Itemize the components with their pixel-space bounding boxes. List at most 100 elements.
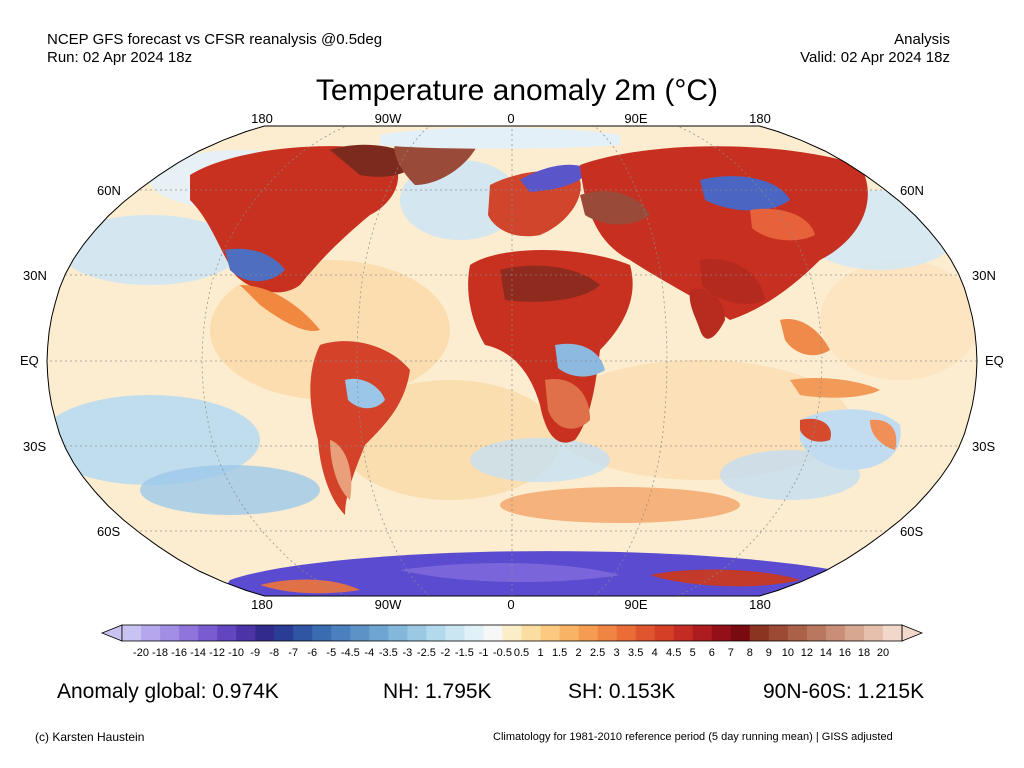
colorbar-tick-label: -2.5	[416, 647, 436, 659]
colorbar-swatch	[350, 625, 370, 641]
colorbar-tick-label: 7	[727, 647, 734, 659]
colorbar-tick-label: -10	[228, 647, 245, 659]
colorbar-swatch	[711, 625, 732, 641]
lat-label-left-30s: 30S	[23, 439, 47, 454]
colorbar-swatch	[255, 625, 275, 641]
colorbar-tick-label: 2.5	[589, 647, 606, 659]
colorbar-swatch	[274, 625, 294, 641]
colorbar-swatch	[654, 625, 674, 641]
colorbar-tick-label: -2	[440, 647, 451, 659]
lat-label-right-60n: 60N	[900, 183, 924, 198]
colorbar-tick-label: 3	[613, 647, 620, 659]
anomaly-sh: SH: 0.153K	[568, 680, 676, 703]
colorbar-tick-label: 4	[651, 647, 658, 659]
colorbar-swatch	[407, 625, 427, 641]
lat-label-right-eq: EQ	[985, 353, 1004, 368]
colorbar-swatch	[483, 625, 503, 641]
colorbar-tick-label: -4	[364, 647, 375, 659]
colorbar-swatch	[445, 625, 465, 641]
analysis-label: Analysis	[894, 31, 950, 48]
colorbar-max-arrow	[901, 624, 924, 642]
colorbar-tick-label: -14	[190, 647, 207, 659]
colorbar-tick-label: 6	[708, 647, 715, 659]
climatology-note: Climatology for 1981-2010 reference peri…	[493, 731, 893, 743]
colorbar-swatch	[673, 625, 694, 641]
colorbar-tick-label: -3.5	[378, 647, 398, 659]
lon-label-bottom-0: 0	[507, 597, 515, 612]
colorbar-tick-label: 20	[876, 647, 890, 659]
lat-label-right-30s: 30S	[972, 439, 996, 454]
colorbar-tick-label: -12	[209, 647, 226, 659]
colorbar-swatch	[141, 625, 161, 641]
colorbar-swatch	[521, 625, 541, 641]
lat-label-left-60s: 60S	[97, 524, 121, 539]
lat-label-left-eq: EQ	[20, 353, 39, 368]
colorbar-swatch	[749, 625, 770, 641]
lon-label-bottom-180e: 180	[749, 597, 771, 612]
map-field	[47, 126, 977, 596]
colorbar-swatch	[179, 625, 199, 641]
anomaly-global: Anomaly global: 0.974K	[57, 680, 279, 703]
colorbar-tick-label: 14	[819, 647, 833, 659]
lat-label-right-60s: 60S	[900, 524, 924, 539]
lon-label-top-180e: 180	[749, 111, 771, 126]
colorbar-tick-label: -3	[402, 647, 413, 659]
copyright: (c) Karsten Haustein	[35, 730, 145, 744]
colorbar-swatch	[806, 625, 827, 641]
run-time: Run: 02 Apr 2024 18z	[47, 49, 193, 66]
colorbar-tick-label: -4.5	[340, 647, 360, 659]
lon-label-bottom-180w: 180	[251, 597, 273, 612]
colorbar-swatch	[578, 625, 598, 641]
colorbar-tick-label: -6	[307, 647, 318, 659]
colorbar-swatch	[369, 625, 389, 641]
colorbar-swatch	[825, 625, 846, 641]
colorbar-swatch	[616, 625, 636, 641]
lon-label-top-90w: 90W	[374, 111, 402, 126]
colorbar-swatch	[293, 625, 313, 641]
lon-label-top-0: 0	[507, 111, 515, 126]
colorbar-tick-label: -7	[288, 647, 299, 659]
anomaly-map	[46, 125, 978, 597]
colorbar-tick-label: -8	[269, 647, 280, 659]
colorbar-min-arrow	[100, 624, 123, 642]
colorbar-swatch	[787, 625, 808, 641]
colorbar-swatch	[331, 625, 351, 641]
lon-label-bottom-90e: 90E	[624, 597, 648, 612]
lon-label-top-90e: 90E	[624, 111, 648, 126]
colorbar-swatch	[160, 625, 180, 641]
colorbar-swatch	[426, 625, 446, 641]
colorbar-tick-label: -5	[326, 647, 337, 659]
colorbar-tick-label: -1.5	[454, 647, 474, 659]
colorbar-tick-label: -18	[152, 647, 168, 659]
colorbar-swatch	[635, 625, 655, 641]
colorbar-swatch	[236, 625, 256, 641]
lon-label-top-180w: 180	[251, 111, 273, 126]
colorbar-tick-label: 8	[746, 647, 753, 659]
colorbar-swatch	[312, 625, 332, 641]
colorbar-tick-label: 2	[575, 647, 582, 659]
colorbar-swatch	[388, 625, 408, 641]
colorbar-tick-label: 10	[781, 647, 795, 659]
colorbar-tick-label: 12	[800, 647, 814, 659]
colorbar-tick-label: -0.5	[493, 647, 512, 659]
colorbar-tick-label: -20	[133, 647, 149, 659]
colorbar-tick-label: 5	[689, 647, 696, 659]
colorbar-tick-label: 4.5	[666, 647, 682, 659]
colorbar-tick-label: -1	[478, 647, 489, 659]
colorbar-tick-label: 16	[838, 647, 852, 659]
colorbar-tick-label: -9	[250, 647, 261, 659]
colorbar-swatch	[540, 625, 560, 641]
colorbar-tick-label: 18	[857, 647, 871, 659]
colorbar-tick-label: 9	[765, 647, 772, 659]
valid-time: Valid: 02 Apr 2024 18z	[800, 49, 950, 66]
colorbar-tick-label: -16	[171, 647, 188, 659]
colorbar-swatch	[730, 625, 751, 641]
colorbar-frame	[121, 624, 903, 642]
colorbar-swatch	[692, 625, 713, 641]
colorbar-tick-label: 1	[537, 647, 544, 659]
lon-label-bottom-90w: 90W	[374, 597, 402, 612]
lat-label-right-30n: 30N	[972, 268, 996, 283]
lat-label-left-30n: 30N	[23, 268, 47, 283]
colorbar-swatch	[768, 625, 789, 641]
lat-label-left-60n: 60N	[97, 183, 121, 198]
